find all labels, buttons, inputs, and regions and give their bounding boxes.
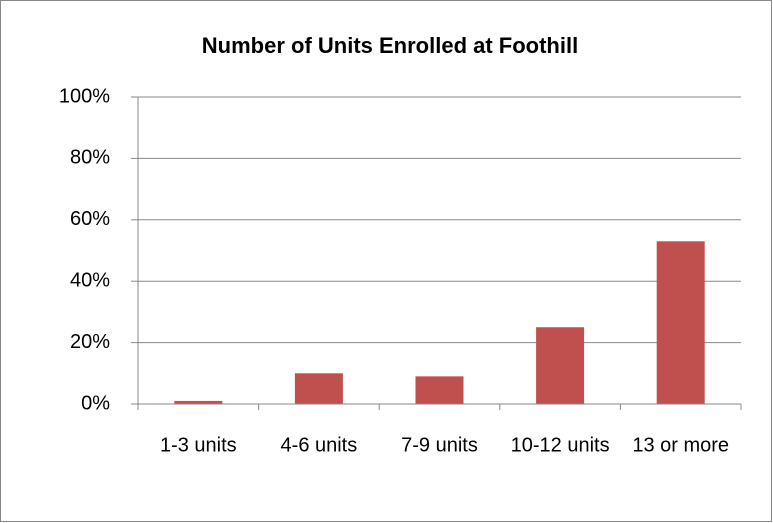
y-tick-label: 40% xyxy=(70,269,110,291)
x-tick-label: 10-12 units xyxy=(511,434,610,456)
bar xyxy=(415,376,464,404)
y-tick-label: 100% xyxy=(59,85,110,107)
y-tick-label: 0% xyxy=(81,392,110,414)
x-tick-label: 13 or more xyxy=(632,434,729,456)
y-tick-label: 60% xyxy=(70,208,110,230)
bar xyxy=(294,373,343,404)
y-tick-label: 80% xyxy=(70,147,110,169)
y-tick-label: 20% xyxy=(70,331,110,353)
bar xyxy=(656,241,705,404)
bar xyxy=(174,400,223,404)
bar xyxy=(536,327,585,404)
x-tick-label: 4-6 units xyxy=(281,434,358,456)
x-tick-label: 1-3 units xyxy=(160,434,237,456)
x-tick-label: 7-9 units xyxy=(401,434,478,456)
chart-title: Number of Units Enrolled at Foothill xyxy=(202,33,578,58)
